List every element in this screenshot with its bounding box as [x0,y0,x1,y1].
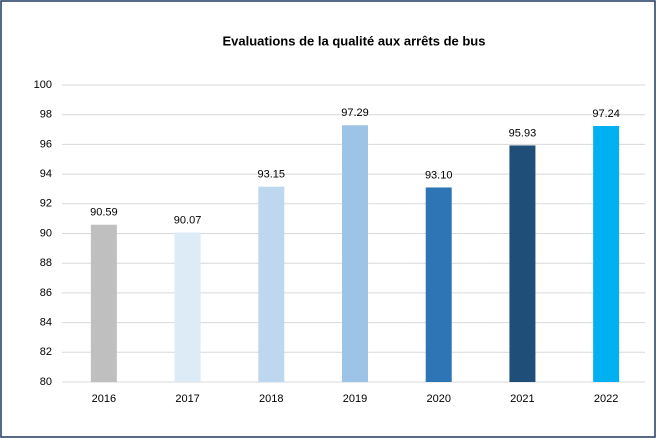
y-tick-label: 88 [40,257,52,269]
data-label: 90.07 [174,214,202,226]
y-tick-label: 92 [40,198,52,210]
x-tick-label: 2022 [594,393,618,405]
chart-title: Evaluations de la qualité aux arrêts de … [223,33,486,48]
x-tick-label: 2016 [92,393,116,405]
y-tick-label: 86 [40,287,52,299]
bar [174,232,201,382]
y-tick-label: 98 [40,109,52,121]
y-tick-label: 82 [40,346,52,358]
data-label: 95.93 [509,127,537,139]
x-tick-label: 2021 [510,393,534,405]
x-tick-label: 2020 [426,393,450,405]
y-tick-label: 84 [40,317,52,329]
data-label: 93.10 [425,169,453,181]
data-label: 90.59 [90,207,118,219]
data-label: 93.15 [258,169,286,181]
bar [593,125,620,383]
x-tick-label: 2019 [343,393,367,405]
x-tick-label: 2017 [175,393,199,405]
x-tick-label: 2018 [259,393,283,405]
data-label: 97.24 [592,108,620,120]
data-label: 97.29 [341,107,369,119]
y-tick-label: 96 [40,138,52,150]
y-tick-label: 100 [34,79,52,91]
bar [342,125,368,382]
bar [425,187,452,382]
y-tick-label: 80 [40,376,52,388]
bar [509,145,536,382]
bar [258,186,285,382]
y-tick-label: 90 [40,227,52,239]
y-tick-label: 94 [40,168,52,180]
bar [90,224,117,382]
